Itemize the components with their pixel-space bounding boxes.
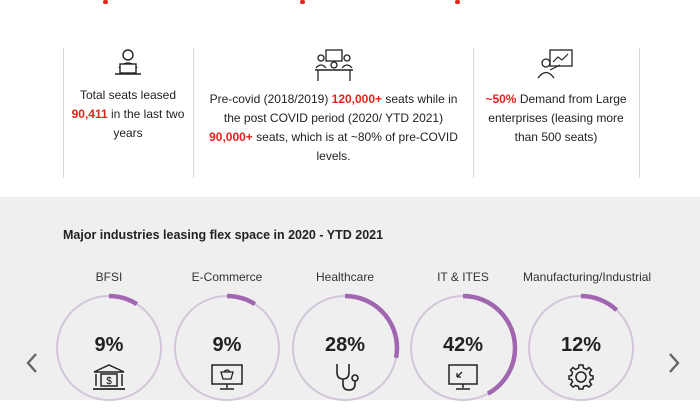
stat-seats-leased: Total seats leased 90,411 in the last tw…	[71, 48, 185, 178]
laptop-user-icon	[115, 49, 141, 75]
industry-percentage: 9%	[212, 334, 242, 356]
shopping-basket-monitor-icon	[211, 364, 243, 390]
industry-percentage: 42%	[442, 334, 484, 356]
stat-text-part: seats, which is at ~80% of pre-COVID lev…	[252, 130, 458, 163]
stat-highlight: 120,000+	[331, 92, 383, 106]
industry-percentage: 28%	[324, 334, 366, 356]
industry-card-ecommerce: E-Commerce 9%	[169, 268, 285, 406]
industry-card-it-ites: IT & ITES 42%	[405, 268, 521, 406]
presentation-user-icon	[537, 49, 573, 79]
stat-precovid-comparison: Pre-covid (2018/2019) 120,000+ seats whi…	[201, 48, 466, 178]
industry-percentage: 9%	[94, 334, 124, 356]
svg-text:$: $	[106, 376, 112, 387]
industry-card-healthcare: Healthcare 28%	[287, 268, 403, 406]
industry-label: IT & ITES	[437, 270, 489, 284]
industry-label: Healthcare	[315, 270, 375, 284]
stethoscope-icon	[336, 364, 359, 391]
industry-card-manufacturing: Manufacturing/Industrial 12%	[523, 268, 652, 406]
stat-large-enterprise-demand: ~50% Demand from Large enterprises (leas…	[479, 48, 633, 178]
industry-percentage: 12%	[560, 334, 602, 356]
stats-row: Total seats leased 90,411 in the last tw…	[63, 48, 640, 178]
chevron-left-icon[interactable]	[22, 348, 42, 378]
stat-text-part: Total seats leased	[79, 88, 177, 102]
stat-highlight: 90,000+	[209, 130, 253, 144]
industry-label: BFSI	[95, 270, 123, 284]
stat-highlight: ~50%	[485, 92, 517, 106]
computer-monitor-icon	[448, 364, 478, 390]
stat-text: ~50% Demand from Large enterprises (leas…	[479, 90, 633, 147]
gear-icon	[568, 364, 594, 390]
stats-divider	[473, 48, 474, 178]
chevron-right-icon[interactable]	[664, 348, 684, 378]
stat-text-part: Demand from Large enterprises (leasing m…	[488, 92, 627, 144]
industry-label: Manufacturing/Industrial	[523, 270, 652, 284]
stat-highlight: 90,411	[71, 107, 108, 121]
industry-label: E-Commerce	[191, 270, 263, 284]
stat-text-part: Pre-covid (2018/2019)	[209, 92, 332, 106]
stat-text-part: in the last two years	[107, 107, 185, 140]
stat-text: Pre-covid (2018/2019) 120,000+ seats whi…	[201, 90, 466, 166]
stat-text-part: seats while in the post COVID period (20…	[223, 92, 458, 125]
industries-title: Major industries leasing flex space in 2…	[63, 228, 384, 242]
header-accent-strip	[0, 0, 700, 6]
stats-divider	[193, 48, 194, 178]
industry-card-bfsi: BFSI 9% $	[51, 268, 167, 406]
stat-text: Total seats leased 90,411 in the last tw…	[71, 86, 185, 143]
bank-icon: $	[93, 364, 125, 390]
stats-divider	[639, 48, 640, 178]
desk-workers-icon	[314, 49, 353, 81]
stats-divider	[63, 48, 64, 178]
